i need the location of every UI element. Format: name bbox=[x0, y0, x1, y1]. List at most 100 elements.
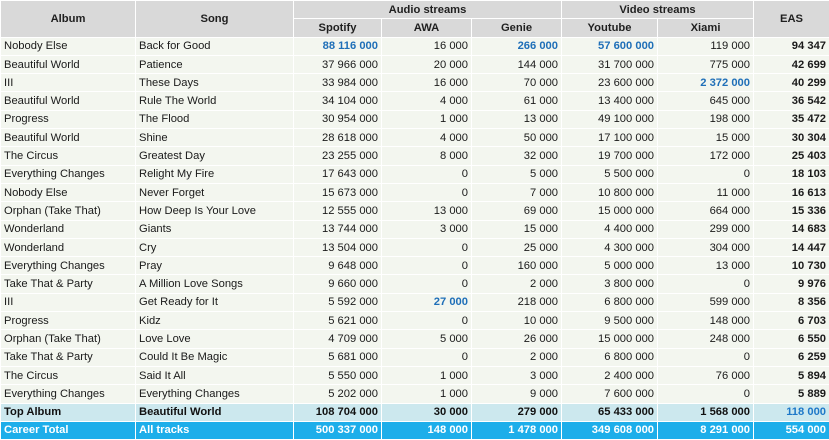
cell-xiami: 645 000 bbox=[657, 91, 755, 111]
cell-xiami: 664 000 bbox=[657, 201, 755, 221]
cell-album: III bbox=[0, 73, 136, 93]
cell-genie: 2 000 bbox=[470, 347, 563, 367]
cell-album: The Circus bbox=[0, 365, 136, 386]
table-row: Progress The Flood 30 954 000 1 000 13 000 49… bbox=[0, 109, 829, 130]
cell-xiami: 13 000 bbox=[657, 256, 755, 276]
top-album-eas: 118 000 bbox=[753, 402, 829, 422]
top-album-spotify: 108 704 000 bbox=[293, 402, 382, 422]
cell-spotify: 5 621 000 bbox=[293, 311, 382, 331]
cell-song: Never Forget bbox=[135, 182, 294, 203]
cell-eas: 14 447 bbox=[753, 237, 829, 258]
cell-album: Orphan (Take That) bbox=[0, 201, 136, 221]
cell-genie: 50 000 bbox=[470, 128, 563, 148]
cell-xiami: 0 bbox=[657, 384, 755, 404]
career-total-spotify: 500 337 000 bbox=[293, 420, 382, 440]
cell-spotify: 5 592 000 bbox=[293, 292, 382, 313]
cell-album: III bbox=[0, 292, 136, 313]
top-album-label: Top Album bbox=[0, 402, 136, 422]
top-album-youtube: 65 433 000 bbox=[561, 402, 659, 422]
cell-xiami: 0 bbox=[657, 164, 755, 184]
cell-eas: 8 356 bbox=[753, 292, 829, 313]
cell-xiami: 119 000 bbox=[657, 36, 755, 56]
cell-xiami: 248 000 bbox=[657, 329, 755, 349]
top-album-awa: 30 000 bbox=[381, 402, 472, 422]
cell-eas: 16 613 bbox=[753, 182, 829, 203]
cell-genie: 10 000 bbox=[470, 311, 563, 331]
cell-song: Kidz bbox=[135, 311, 294, 331]
cell-xiami: 304 000 bbox=[657, 237, 755, 258]
top-album-genie: 279 000 bbox=[470, 402, 563, 422]
cell-album: Everything Changes bbox=[0, 256, 136, 276]
cell-spotify: 15 673 000 bbox=[293, 182, 382, 203]
cell-eas: 40 299 bbox=[753, 73, 829, 93]
table-row: The Circus Greatest Day 23 255 000 8 000 32 … bbox=[0, 146, 829, 166]
cell-album: The Circus bbox=[0, 146, 136, 166]
table-row: Orphan (Take That) Love Love 4 709 000 5 00… bbox=[0, 329, 829, 349]
cell-xiami: 15 000 bbox=[657, 128, 755, 148]
cell-album: Nobody Else bbox=[0, 182, 136, 203]
cell-eas: 5 894 bbox=[753, 365, 829, 386]
table-row: Progress Kidz 5 621 000 0 10 000 9 500 000 148… bbox=[0, 311, 829, 331]
cell-spotify: 88 116 000 bbox=[293, 36, 382, 56]
cell-awa: 16 000 bbox=[381, 36, 472, 56]
cell-youtube: 57 600 000 bbox=[561, 36, 659, 56]
cell-spotify: 9 648 000 bbox=[293, 256, 382, 276]
cell-eas: 15 336 bbox=[753, 201, 829, 221]
cell-genie: 266 000 bbox=[470, 36, 563, 56]
cell-album: Take That & Party bbox=[0, 274, 136, 294]
cell-eas: 6 703 bbox=[753, 311, 829, 331]
cell-song: Greatest Day bbox=[135, 146, 294, 166]
cell-genie: 26 000 bbox=[470, 329, 563, 349]
cell-genie: 9 000 bbox=[470, 384, 563, 404]
cell-awa: 4 000 bbox=[381, 128, 472, 148]
cell-awa: 5 000 bbox=[381, 329, 472, 349]
cell-genie: 160 000 bbox=[470, 256, 563, 276]
cell-album: Progress bbox=[0, 311, 136, 331]
cell-youtube: 31 700 000 bbox=[561, 54, 659, 75]
cell-genie: 2 000 bbox=[470, 274, 563, 294]
cell-album: Orphan (Take That) bbox=[0, 329, 136, 349]
cell-youtube: 10 800 000 bbox=[561, 182, 659, 203]
cell-song: How Deep Is Your Love bbox=[135, 201, 294, 221]
cell-spotify: 34 104 000 bbox=[293, 91, 382, 111]
table-row: Nobody Else Never Forget 15 673 000 0 7 000 1… bbox=[0, 182, 829, 203]
cell-eas: 10 730 bbox=[753, 256, 829, 276]
cell-song: Patience bbox=[135, 54, 294, 75]
cell-genie: 15 000 bbox=[470, 219, 563, 239]
cell-spotify: 13 744 000 bbox=[293, 219, 382, 239]
cell-awa: 27 000 bbox=[381, 292, 472, 313]
cell-genie: 61 000 bbox=[470, 91, 563, 111]
cell-xiami: 2 372 000 bbox=[657, 73, 755, 93]
cell-spotify: 5 202 000 bbox=[293, 384, 382, 404]
top-album-xiami: 1 568 000 bbox=[657, 402, 755, 422]
cell-song: Get Ready for It bbox=[135, 292, 294, 313]
table-row: III Get Ready for It 5 592 000 27 000 218 00… bbox=[0, 292, 829, 313]
header-awa: AWA bbox=[381, 18, 472, 38]
cell-genie: 69 000 bbox=[470, 201, 563, 221]
cell-genie: 7 000 bbox=[470, 182, 563, 203]
header-row-sub: Spotify AWA Genie Youtube Xiami bbox=[1, 18, 829, 38]
cell-xiami: 299 000 bbox=[657, 219, 755, 239]
cell-youtube: 6 800 000 bbox=[561, 292, 659, 313]
cell-genie: 144 000 bbox=[470, 54, 563, 75]
cell-genie: 13 000 bbox=[470, 109, 563, 130]
cell-awa: 20 000 bbox=[381, 54, 472, 75]
cell-awa: 3 000 bbox=[381, 219, 472, 239]
cell-spotify: 5 681 000 bbox=[293, 347, 382, 367]
table-row: Beautiful World Rule The World 34 104 000 4… bbox=[0, 91, 829, 111]
cell-awa: 13 000 bbox=[381, 201, 472, 221]
table-row: The Circus Said It All 5 550 000 1 000 3 000… bbox=[0, 365, 829, 386]
cell-spotify: 9 660 000 bbox=[293, 274, 382, 294]
cell-album: Beautiful World bbox=[0, 54, 136, 75]
cell-youtube: 7 600 000 bbox=[561, 384, 659, 404]
cell-eas: 6 259 bbox=[753, 347, 829, 367]
table-row: Nobody Else Back for Good 88 116 000 16 000… bbox=[0, 36, 829, 56]
cell-awa: 4 000 bbox=[381, 91, 472, 111]
cell-spotify: 12 555 000 bbox=[293, 201, 382, 221]
cell-awa: 8 000 bbox=[381, 146, 472, 166]
cell-youtube: 15 000 000 bbox=[561, 329, 659, 349]
cell-xiami: 775 000 bbox=[657, 54, 755, 75]
cell-eas: 9 976 bbox=[753, 274, 829, 294]
cell-awa: 0 bbox=[381, 256, 472, 276]
cell-youtube: 4 300 000 bbox=[561, 237, 659, 258]
